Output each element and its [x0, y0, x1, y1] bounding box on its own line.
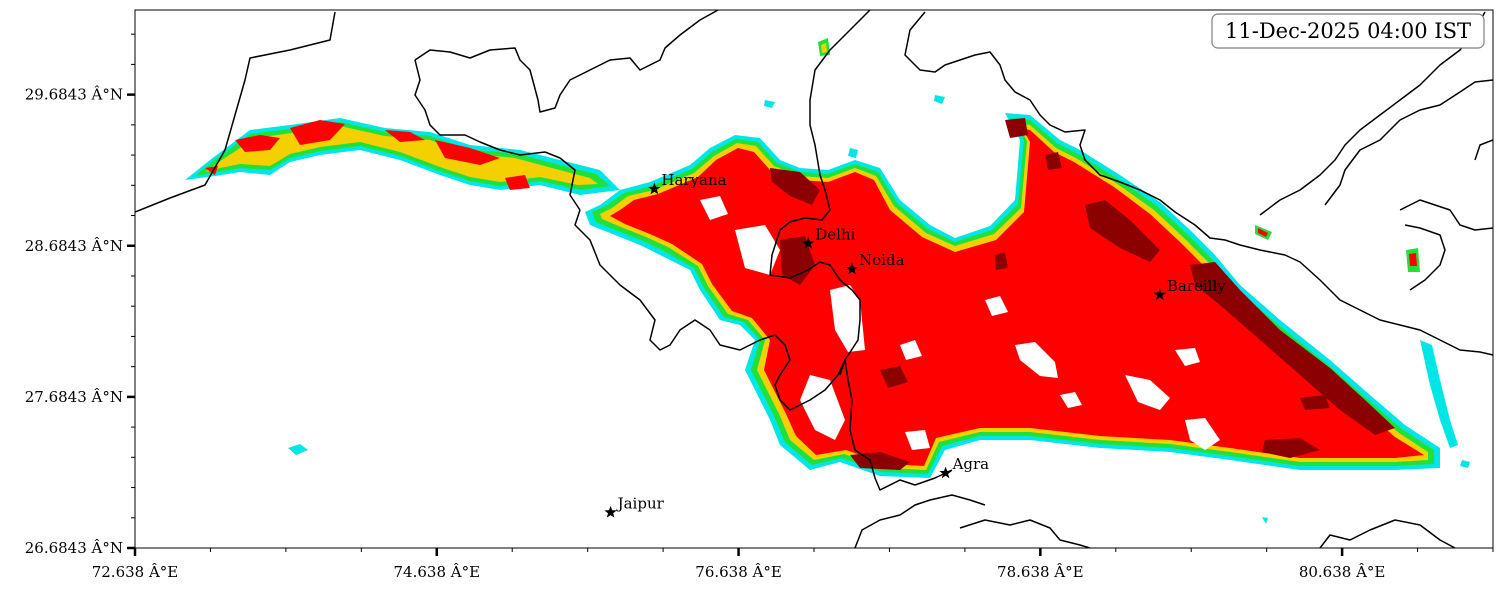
boundary-line [135, 11, 336, 213]
boundary-line [1399, 199, 1493, 231]
severe-patch [880, 366, 908, 388]
severe-patch [1005, 118, 1028, 138]
city-star-icon [939, 466, 952, 479]
clear-patch [1185, 418, 1220, 450]
clear-patch [830, 285, 865, 352]
boundary-line [844, 359, 953, 491]
fog-west-streaks [185, 118, 620, 195]
boundary-line [769, 10, 871, 376]
timestamp-text: 11-Dec-2025 04:00 IST [1225, 19, 1471, 43]
boundary-line [854, 494, 986, 548]
x-tick-label: 80.638 Â°E [1299, 563, 1386, 581]
y-axis: 26.6843 Â°N 27.6843 Â°N 28.6843 Â°N 29.6843… [25, 33, 135, 557]
city-label: Haryana [661, 171, 726, 189]
boundary-line [959, 519, 1091, 548]
clear-patch [1060, 392, 1082, 408]
x-axis: 72.638 Â°E 74.638 Â°E 76.638 Â°E 78.638 Â°E… [92, 548, 1494, 581]
timestamp-frame [1211, 13, 1485, 49]
patch [764, 100, 775, 108]
y-tick-label: 29.6843 Â°N [25, 86, 123, 104]
fog-scattered [288, 38, 1470, 524]
state-boundaries [135, 10, 1493, 548]
city-label: Agra [952, 455, 990, 473]
clear-patch [1125, 375, 1170, 410]
city-star-icon [604, 505, 617, 518]
severe-patch [1190, 262, 1395, 435]
x-tick-label: 72.638 Â°E [92, 563, 179, 581]
severe-patch [1300, 395, 1330, 410]
city-star-icon [802, 236, 815, 249]
patch [1460, 460, 1470, 468]
clear-patch [1015, 342, 1058, 378]
patch [288, 444, 308, 455]
y-tick-label: 28.6843 Â°N [25, 237, 123, 255]
patch [1420, 340, 1458, 448]
clear-patch [900, 340, 922, 360]
patch [934, 95, 945, 104]
boundary-line [414, 59, 581, 211]
boundary-line [1404, 224, 1446, 291]
patch [821, 43, 827, 53]
severe-patch [1085, 200, 1160, 262]
boundary-line [1319, 519, 1456, 548]
patch [1409, 253, 1417, 266]
streak [385, 130, 425, 142]
severe-patch [1045, 152, 1062, 170]
boundary-line [574, 209, 846, 411]
clear-patch [800, 375, 845, 440]
severe-patch [780, 236, 815, 285]
city-label: Noida [859, 251, 905, 269]
x-tick-label: 74.638 Â°E [394, 563, 481, 581]
severe-patch [995, 252, 1008, 270]
city-star-icon [648, 182, 661, 195]
streak [290, 120, 345, 145]
city-star-icon [1153, 288, 1166, 300]
boundary-line [904, 11, 1493, 356]
patch [848, 148, 858, 158]
streak [235, 135, 280, 152]
patch [1258, 228, 1268, 237]
clear-patch [735, 225, 780, 275]
boundary-line [1259, 11, 1486, 216]
city-label: Delhi [815, 225, 855, 243]
streak [505, 175, 530, 190]
fog-clear-patches [700, 196, 1220, 450]
x-tick-label: 78.638 Â°E [997, 563, 1084, 581]
boundary-line [1324, 79, 1493, 206]
fog-field [185, 38, 1470, 524]
boundary-line [414, 10, 719, 113]
clear-patch [700, 196, 728, 220]
x-tick-label: 76.638 Â°E [695, 563, 782, 581]
city-star-icon [845, 262, 859, 275]
clear-patch [985, 296, 1008, 316]
clear-patch [1175, 348, 1200, 366]
y-tick-label: 27.6843 Â°N [25, 388, 123, 406]
timestamp-box: 11-Dec-2025 04:00 IST [1211, 13, 1485, 49]
severe-patch [1262, 438, 1320, 458]
patch [1262, 517, 1268, 524]
severe-patch [770, 168, 820, 205]
boundary-line [1474, 139, 1493, 161]
city-label: Bareilly [1167, 277, 1226, 295]
streak [435, 140, 500, 165]
fog-severe [770, 118, 1395, 470]
y-tick-label: 26.6843 Â°N [25, 539, 123, 557]
city-label: Jaipur [616, 494, 665, 512]
clear-patch [905, 430, 930, 450]
